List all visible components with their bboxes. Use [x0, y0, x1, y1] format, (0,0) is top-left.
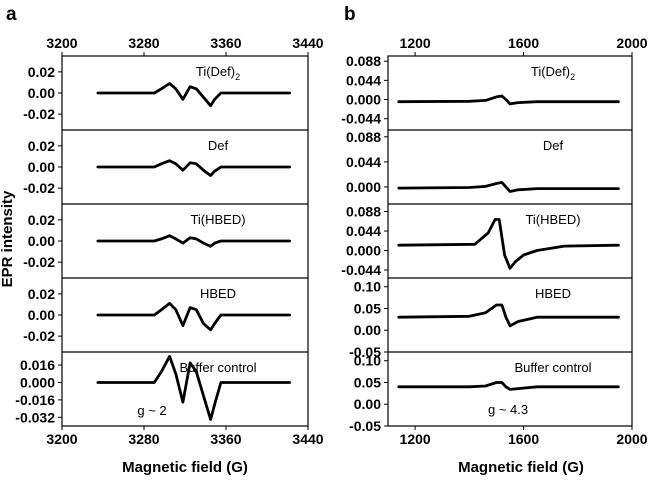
x-axis-title-b: Magnetic field (G) — [458, 459, 584, 476]
y-tick-label: 0.000 — [20, 374, 55, 390]
y-tick-label: 0.00 — [28, 85, 55, 101]
series-line — [397, 94, 620, 106]
x-tick-label-bottom: 3360 — [210, 431, 241, 447]
series-line — [397, 381, 620, 391]
subplot-4: 0.02 0.00 -0.02 HBED — [23, 277, 308, 344]
y-tick-label: 0.00 — [28, 159, 55, 175]
x-tick-label-top: 1600 — [508, 35, 539, 51]
y-tick-label: 0.00 — [354, 396, 381, 412]
y-tick-label: -0.016 — [15, 392, 55, 408]
panel-letter-a: a — [6, 4, 17, 25]
x-tick-label-bottom: 3280 — [128, 431, 159, 447]
series-line — [96, 159, 291, 177]
subplot-4: 0.10 0.05 0.00 -0.05 HBED — [349, 277, 632, 360]
series-line — [96, 234, 291, 248]
subplot-3: 0.02 0.00 -0.02 Ti(HBED) — [23, 203, 308, 270]
y-tick-label: 0.000 — [346, 92, 381, 108]
x-tick-label-top: 3360 — [210, 35, 241, 51]
subplot-2: 0.02 0.00 -0.02 Def — [23, 129, 308, 196]
x-tick-label-top: 3280 — [128, 35, 159, 51]
subplot-title: Buffer control — [514, 360, 591, 375]
x-tick-label-top: 3440 — [292, 35, 323, 51]
y-tick-label: -0.02 — [23, 254, 55, 270]
y-tick-label: 0.088 — [346, 204, 381, 220]
x-tick-label-top: 2000 — [616, 35, 647, 51]
x-tick-label-top: 3200 — [46, 35, 77, 51]
y-tick-label: 0.000 — [346, 243, 381, 259]
y-tick-label: -0.044 — [341, 262, 381, 278]
subplot-1: 0.02 0.00 -0.02 Ti(Def)2 — [23, 64, 291, 122]
x-tick-label-bottom: 3200 — [46, 431, 77, 447]
x-tick-label-bottom: 1200 — [400, 431, 431, 447]
x-axis-title-a: Magnetic field (G) — [122, 459, 248, 476]
y-tick-label: -0.044 — [341, 111, 381, 127]
y-tick-label: 0.044 — [346, 154, 381, 170]
y-tick-label: 0.10 — [354, 353, 381, 369]
series-line — [96, 82, 291, 108]
y-tick-label: 0.02 — [28, 212, 55, 228]
y-tick-label: -0.05 — [349, 418, 381, 434]
g-value-annotation: g ~ 2 — [137, 403, 166, 418]
y-tick-label: 0.05 — [354, 300, 381, 316]
y-tick-label: 0.088 — [346, 129, 381, 145]
y-tick-label: -0.02 — [23, 328, 55, 344]
panel-b: 1200 1200 1600 1600 2000 2000 0.088 0.044 0.000 -… — [341, 35, 647, 447]
subplot-title: HBED — [535, 286, 571, 301]
y-tick-label: 0.05 — [354, 374, 381, 390]
subplot-5: 0.10 0.05 0.00 -0.05 Buffer control g ~ 4.3 — [349, 351, 632, 434]
y-tick-label: 0.044 — [346, 223, 381, 239]
y-tick-label: 0.02 — [28, 64, 55, 80]
y-tick-label: 0.00 — [354, 322, 381, 338]
x-tick-label-bottom: 3440 — [292, 431, 323, 447]
subplot-title: Ti(Def)2 — [531, 64, 575, 82]
y-tick-label: -0.02 — [23, 180, 55, 196]
subplot-title: Def — [208, 138, 229, 153]
subplot-2: 0.088 0.044 0.000 Def — [346, 129, 632, 195]
y-tick-label: -0.032 — [15, 409, 55, 425]
x-tick-label-top: 1200 — [400, 35, 431, 51]
panel-letter-b: b — [344, 4, 356, 25]
subplot-title: Def — [543, 138, 564, 153]
x-tick-label-bottom: 2000 — [616, 431, 647, 447]
y-tick-label: -0.02 — [23, 106, 55, 122]
series-line — [397, 181, 620, 193]
subplot-title: Buffer control — [179, 360, 256, 375]
series-line — [96, 302, 291, 332]
panel-frame — [387, 55, 633, 427]
y-tick-label: 0.000 — [346, 179, 381, 195]
subplot-title: Ti(HBED) — [190, 212, 245, 227]
series-line — [397, 218, 620, 270]
y-tick-label: 0.00 — [28, 307, 55, 323]
subplot-title: Ti(HBED) — [525, 212, 580, 227]
y-axis-title: EPR intensity — [0, 190, 16, 287]
y-tick-label: -0.05 — [349, 344, 381, 360]
y-tick-label: 0.02 — [28, 286, 55, 302]
series-line — [96, 355, 291, 421]
y-tick-label: 0.016 — [20, 357, 55, 373]
series-line — [397, 303, 620, 328]
y-tick-label: 0.10 — [354, 279, 381, 295]
subplot-title: Ti(Def)2 — [196, 64, 240, 82]
y-tick-label: 0.00 — [28, 233, 55, 249]
subplot-title: HBED — [200, 286, 236, 301]
subplot-3: 0.088 0.044 0.000 -0.044 Ti(HBED) — [341, 203, 632, 278]
y-tick-label: 0.088 — [346, 53, 381, 69]
g-value-annotation: g ~ 4.3 — [488, 402, 528, 417]
y-tick-label: 0.02 — [28, 138, 55, 154]
subplot-1: 0.088 0.044 0.000 -0.044 Ti(Def)2 — [341, 53, 620, 127]
y-tick-label: 0.044 — [346, 72, 381, 88]
x-tick-label-bottom: 1600 — [508, 431, 539, 447]
panel-a: 3200 3200 3280 3280 3360 3360 3440 3440 0.02 0.00… — [15, 35, 323, 447]
